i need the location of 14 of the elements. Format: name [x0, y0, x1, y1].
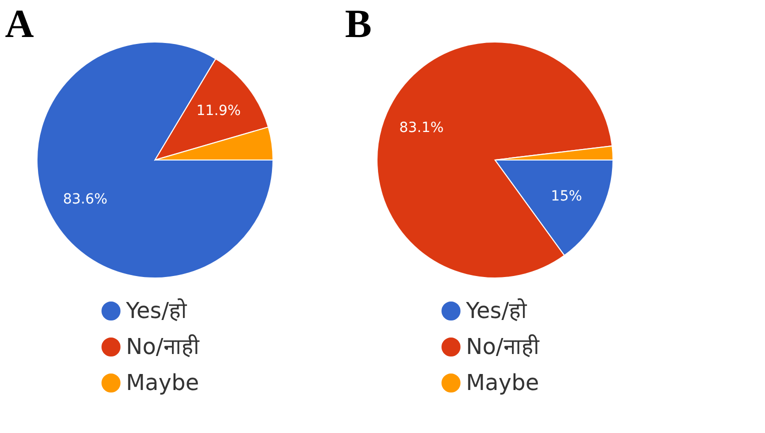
legend-label: No/नाही	[466, 334, 540, 360]
chart-title: A	[5, 1, 34, 46]
legend-label: Yes/हो	[465, 298, 527, 324]
data-label: 15%	[550, 188, 582, 204]
data-label: 83.1%	[399, 120, 444, 136]
data-label: 11.9%	[196, 103, 241, 120]
pie-slice	[376, 42, 613, 278]
legend-label: Maybe	[126, 371, 199, 396]
legend-label: Yes/हो	[125, 298, 187, 324]
data-label: 83.6%	[62, 192, 108, 208]
legend-label: No/नाही	[126, 334, 200, 360]
chart-title: B	[345, 1, 372, 46]
legend-label: Maybe	[466, 371, 539, 396]
pie-slice	[36, 42, 274, 278]
